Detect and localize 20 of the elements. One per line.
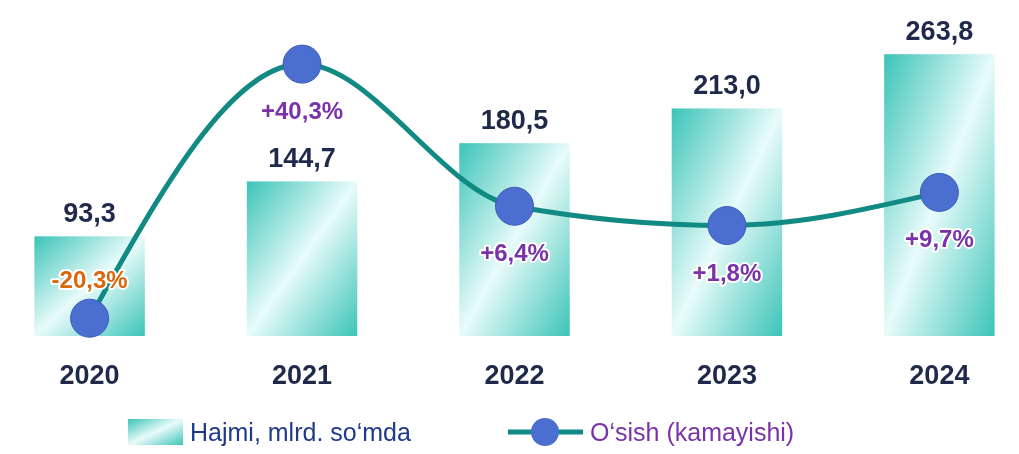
- x-tick-label: 2021: [272, 360, 333, 390]
- data-label: +9,7%: [905, 225, 974, 253]
- data-label: +1,8%: [692, 258, 762, 286]
- data-label: 213,0: [693, 70, 761, 101]
- x-tick-label: 2024: [909, 360, 970, 390]
- data-label: 263,8: [905, 16, 974, 47]
- data-label: 180,5: [480, 105, 549, 136]
- data-label: +40,3%: [261, 97, 344, 125]
- legend-label: O‘sish (kamayishi): [590, 418, 795, 446]
- x-tick-label: 2023: [696, 360, 757, 390]
- bar: [671, 108, 783, 336]
- data-label: +6,4%: [480, 239, 549, 267]
- bar: [884, 54, 995, 336]
- bar: [459, 143, 570, 336]
- bar: [246, 181, 358, 336]
- data-label: 144,7: [268, 143, 336, 174]
- x-tick-label: 2022: [484, 360, 545, 390]
- data-label: 93,3: [63, 198, 116, 229]
- x-tick-label: 2020: [59, 360, 120, 390]
- legend-label: Hajmi, mlrd. so‘mda: [190, 418, 411, 446]
